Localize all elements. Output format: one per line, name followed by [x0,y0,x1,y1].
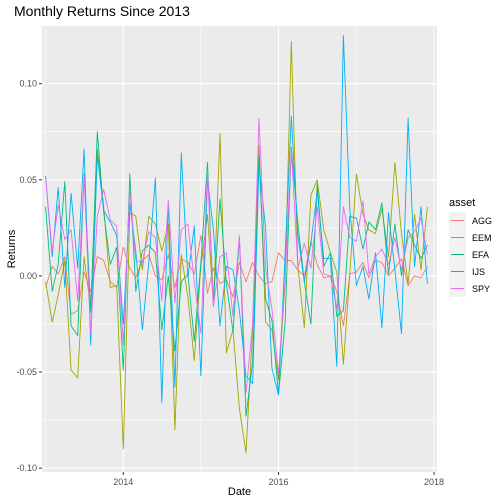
x-tick-label: 2016 [269,477,289,487]
legend-label-spy: SPY [472,284,490,294]
x-tick-label: 2018 [424,477,444,487]
major-gridlines [42,26,437,472]
y-axis-tick-labels: -0.10 -0.05 0.00 0.05 0.10 [16,79,37,473]
legend-label-eem: EEM [472,233,492,243]
minor-gridlines [42,26,437,472]
legend-label-agg: AGG [472,216,492,226]
legend-label-efa: EFA [472,250,489,260]
x-tick-label: 2014 [113,477,133,487]
series-line-efa [45,131,428,417]
legend: asset AGG EEM EFA IJS SPY [449,197,492,297]
y-tick-label: -0.05 [16,367,37,377]
chart-title: Monthly Returns Since 2013 [14,3,190,19]
x-axis-tick-labels: 2014 2016 2018 [113,477,444,487]
y-tick-label: 0.10 [19,79,37,89]
y-tick-label: -0.10 [16,463,37,473]
series-line-spy [45,117,428,394]
legend-title: asset [449,197,475,209]
legend-items: AGG EEM EFA IJS SPY [449,212,492,297]
series-lines [45,35,428,454]
axis-ticks [39,83,435,475]
y-tick-label: 0.00 [19,271,37,281]
y-axis-title: Returns [6,229,18,268]
legend-label-ijs: IJS [472,267,485,277]
series-line-ijs [45,35,428,404]
x-axis-title: Date [228,486,251,498]
y-tick-label: 0.05 [19,175,37,185]
